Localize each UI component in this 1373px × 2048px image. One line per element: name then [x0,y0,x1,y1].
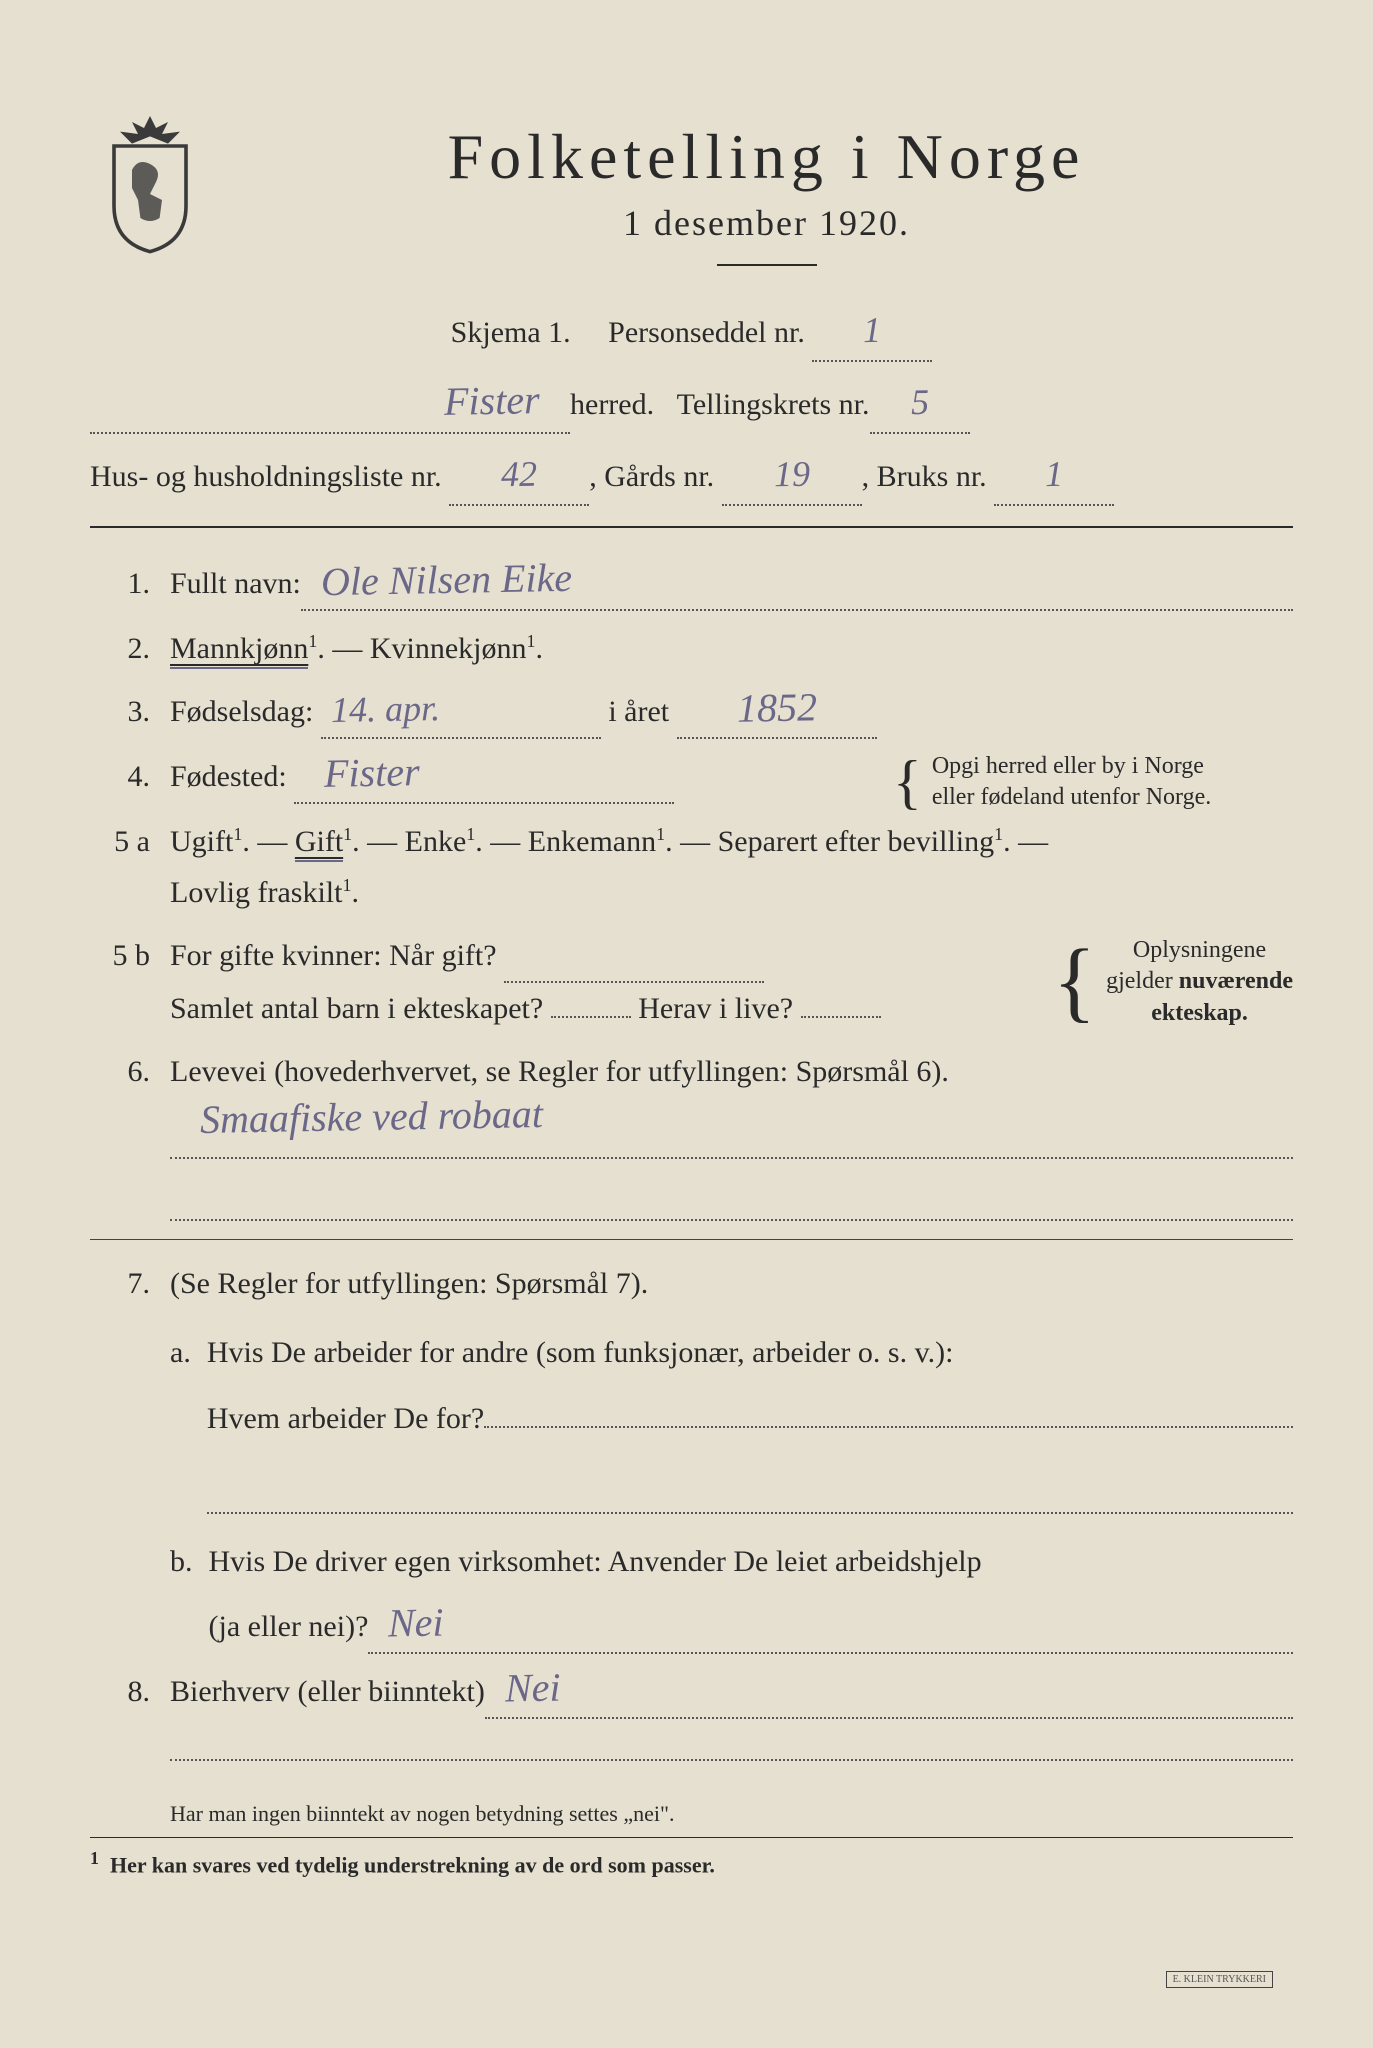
q6-label: Levevei (hovederhvervet, se Regler for u… [170,1055,949,1088]
q4-value: Fister [324,756,420,790]
q5b-num: 5 b [90,930,150,1034]
section-rule-1 [90,526,1293,528]
title-rule [717,264,817,266]
herred-line: Fister herred. Tellingskrets nr. 5 [90,378,1293,434]
skjema-label: Skjema 1. [451,316,571,349]
q3-row: 3. Fødselsdag: 14. apr. i året 1852 [90,686,1293,739]
q2-row: 2. Mannkjønn1. — Kvinnekjønn1. [90,623,1293,674]
q2-mann: Mannkjønn [170,632,308,669]
footnote-marker: 1 [90,1848,99,1868]
q5a-lovlig: Lovlig fraskilt [170,876,342,909]
personseddel-nr: 1 [863,316,881,345]
footnote-2: Her kan svares ved tydelig understreknin… [110,1852,715,1877]
coat-of-arms-icon [90,110,210,250]
thin-rule-1 [90,1239,1293,1240]
q5a-gift: Gift [295,825,343,862]
q3-day: 14. apr. [331,694,441,725]
q3-year: 1852 [736,691,817,724]
sub-title: 1 desember 1920. [240,202,1293,244]
husliste-label: Hus- og husholdningsliste nr. [90,460,442,493]
q3-label: Fødselsdag: [170,695,313,728]
q3-num: 3. [90,686,150,739]
q6-num: 6. [90,1046,150,1221]
q5b-label3: Herav i live? [638,992,793,1025]
q4-row: 4. Fødested: Fister { Opgi herred eller … [90,751,1293,804]
header-block: Folketelling i Norge 1 desember 1920. [90,100,1293,296]
footnote-1: Har man ingen biinntekt av nogen betydni… [170,1801,1293,1827]
q7-row: 7. (Se Regler for utfyllingen: Spørsmål … [90,1258,1293,1654]
q5a-separert: Separert efter bevilling [718,825,995,858]
q8-value: Nei [505,1672,561,1705]
q8-num: 8. [90,1666,150,1719]
skjema-line: Skjema 1. Personseddel nr. 1 [90,306,1293,362]
q7b-num: b. [170,1536,193,1654]
q8-label: Bierhverv (eller biinntekt) [170,1666,485,1717]
q7b-value: Nei [388,1607,444,1640]
q4-label: Fødested: [170,760,287,793]
q2-kvinne: Kvinnekjønn [370,632,527,665]
gards-nr: 19 [773,460,809,489]
q6-value: Smaafiske ved robaat [200,1098,543,1136]
herred-label: herred. [570,378,654,432]
husliste-line: Hus- og husholdningsliste nr. 42, Gårds … [90,450,1293,506]
gards-label: Gårds nr. [604,460,714,493]
q7a-num: a. [170,1327,191,1514]
q7a-l1: Hvis De arbeider for andre (som funksjon… [207,1336,954,1369]
q1-label: Fullt navn: [170,558,301,609]
q5b-row: 5 b For gifte kvinner: Når gift? Samlet … [90,930,1293,1034]
q6-row: 6. Levevei (hovederhvervet, se Regler fo… [90,1046,1293,1221]
herred-value: Fister [444,384,540,418]
q5b-label2: Samlet antal barn i ekteskapet? [170,992,543,1025]
footnote-block: Har man ingen biinntekt av nogen betydni… [90,1801,1293,1878]
q1-value: Ole Nilsen Eike [321,562,573,598]
tellingskrets-nr: 5 [910,388,928,417]
q8-row: 8. Bierhverv (eller biinntekt) Nei [90,1666,1293,1719]
q5b-note: { Oplysningene gjelder nuværende ekteska… [1053,935,1293,1029]
q5b-label1: For gifte kvinner: Når gift? [170,939,497,972]
q7b-l1: Hvis De driver egen virksomhet: Anvender… [209,1545,982,1578]
q4-num: 4. [90,751,150,804]
q4-note: { Opgi herred eller by i Norge eller fød… [893,751,1293,813]
brace-icon: { [893,764,922,800]
q5a-enke: Enke [405,825,467,858]
q5a-row: 5 a Ugift1. — Gift1. — Enke1. — Enkemann… [90,816,1293,918]
q7-num: 7. [90,1258,150,1654]
q3-year-label: i året [608,695,669,728]
q7b-l2: (ja eller nei)? [209,1601,369,1652]
main-title: Folketelling i Norge [240,120,1293,194]
q2-num: 2. [90,623,150,674]
q5a-num: 5 a [90,816,150,918]
q7-label: (Se Regler for utfyllingen: Spørsmål 7). [170,1267,648,1300]
q5a-enkemann: Enkemann [528,825,656,858]
brace-icon: { [1053,955,1096,1009]
bruks-label: Bruks nr. [877,460,987,493]
bruks-nr: 1 [1045,460,1063,489]
tellingskrets-label: Tellingskrets nr. [677,378,870,432]
husliste-nr: 42 [501,460,537,489]
q7a-l2: Hvem arbeider De for? [207,1393,484,1444]
q5a-ugift: Ugift [170,825,233,858]
personseddel-label: Personseddel nr. [608,316,805,349]
q1-row: 1. Fullt navn: Ole Nilsen Eike [90,558,1293,611]
printer-stamp: E. KLEIN TRYKKERI [1166,1971,1273,1988]
q1-num: 1. [90,558,150,611]
